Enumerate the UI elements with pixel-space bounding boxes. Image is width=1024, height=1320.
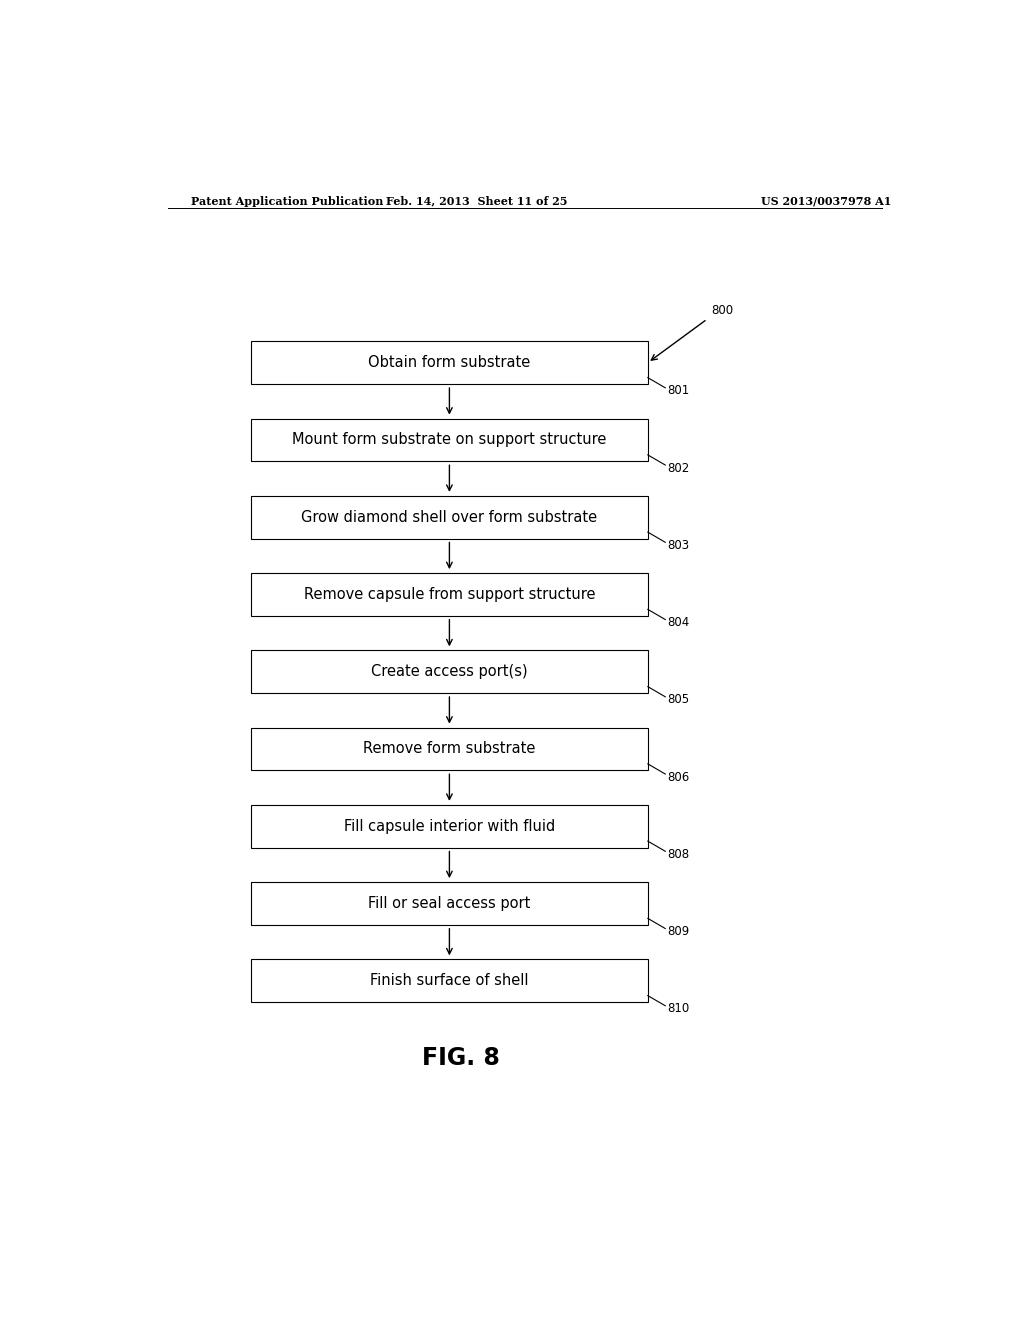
Text: 801: 801 [668, 384, 690, 397]
Text: 805: 805 [668, 693, 690, 706]
Text: Obtain form substrate: Obtain form substrate [369, 355, 530, 370]
Text: Remove capsule from support structure: Remove capsule from support structure [304, 587, 595, 602]
Text: 803: 803 [668, 539, 690, 552]
Text: Feb. 14, 2013  Sheet 11 of 25: Feb. 14, 2013 Sheet 11 of 25 [386, 195, 568, 207]
FancyBboxPatch shape [251, 805, 648, 847]
FancyBboxPatch shape [251, 418, 648, 461]
Text: 804: 804 [668, 616, 690, 630]
Text: Patent Application Publication: Patent Application Publication [191, 195, 384, 207]
Text: 802: 802 [668, 462, 690, 475]
FancyBboxPatch shape [251, 727, 648, 771]
Text: Finish surface of shell: Finish surface of shell [370, 973, 528, 989]
Text: 809: 809 [668, 925, 690, 939]
FancyBboxPatch shape [251, 960, 648, 1002]
Text: 800: 800 [712, 305, 733, 317]
Text: FIG. 8: FIG. 8 [422, 1045, 501, 1071]
FancyBboxPatch shape [251, 496, 648, 539]
Text: Mount form substrate on support structure: Mount form substrate on support structur… [292, 433, 606, 447]
FancyBboxPatch shape [251, 342, 648, 384]
Text: US 2013/0037978 A1: US 2013/0037978 A1 [761, 195, 892, 207]
Text: Fill or seal access port: Fill or seal access port [369, 896, 530, 911]
Text: Create access port(s): Create access port(s) [371, 664, 527, 680]
Text: Remove form substrate: Remove form substrate [364, 742, 536, 756]
Text: 810: 810 [668, 1002, 690, 1015]
Text: 806: 806 [668, 771, 690, 784]
Text: 808: 808 [668, 847, 690, 861]
Text: Fill capsule interior with fluid: Fill capsule interior with fluid [344, 818, 555, 834]
FancyBboxPatch shape [251, 573, 648, 616]
Text: Grow diamond shell over form substrate: Grow diamond shell over form substrate [301, 510, 597, 524]
FancyBboxPatch shape [251, 882, 648, 925]
FancyBboxPatch shape [251, 651, 648, 693]
